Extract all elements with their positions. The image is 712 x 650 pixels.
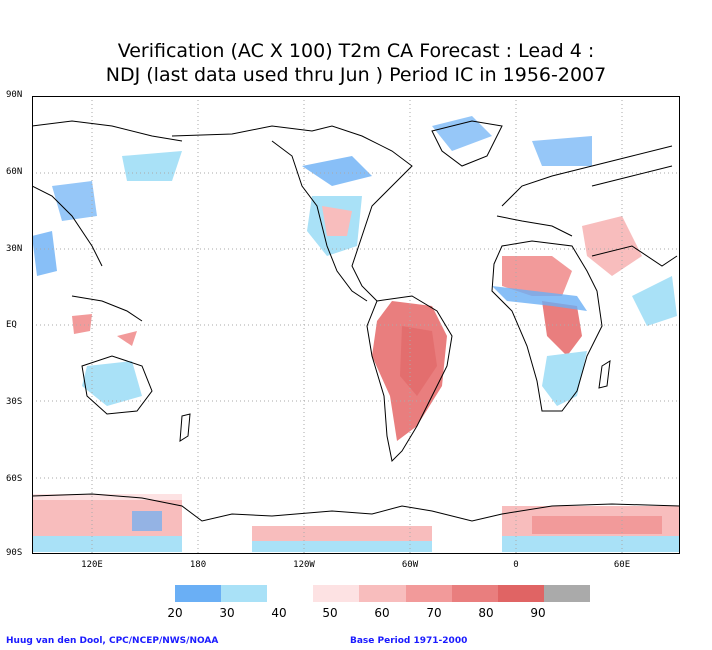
lat-label-90n: 90N xyxy=(6,90,23,100)
colorbar-swatch xyxy=(405,585,452,602)
colorbar-label: 50 xyxy=(322,606,338,620)
colorbar-swatch xyxy=(175,585,222,602)
colorbar-label: 20 xyxy=(167,606,183,620)
colorbar-swatch xyxy=(359,585,406,602)
lon-label-0: 0 xyxy=(513,560,519,570)
world-map xyxy=(32,96,680,554)
colorbar-label: 90 xyxy=(530,606,546,620)
colorbar-swatch xyxy=(221,585,268,602)
lon-label-120w: 120W xyxy=(293,560,315,570)
colorbar-label: 60 xyxy=(374,606,390,620)
lon-label-180: 180 xyxy=(189,560,207,570)
lat-label-eq: EQ xyxy=(6,320,17,330)
lat-label-30s: 30S xyxy=(6,397,23,407)
colorbar-swatch xyxy=(543,585,590,602)
colorbar-swatch xyxy=(451,585,498,602)
colorbar-swatch xyxy=(267,585,314,602)
map-title-line-2: NDJ (last data used thru Jun ) Period IC… xyxy=(105,64,607,86)
colorbar-swatch xyxy=(313,585,360,602)
coastlines xyxy=(32,120,680,522)
lon-label-60w: 60W xyxy=(401,560,419,570)
lon-label-120e: 120E xyxy=(81,560,103,570)
lon-label-60e: 60E xyxy=(613,560,631,570)
map-title-line-1: Verification (AC X 100) T2m CA Forecast … xyxy=(117,40,595,62)
antarctica-shading xyxy=(32,494,680,552)
lat-label-60s: 60S xyxy=(6,474,23,484)
credit-base-period: Base Period 1971-2000 xyxy=(350,636,468,646)
colorbar-label: 80 xyxy=(478,606,494,620)
lat-label-30n: 30N xyxy=(6,244,23,254)
correlation-shading xyxy=(32,116,677,441)
colorbar xyxy=(175,585,590,602)
credit-author: Huug van den Dool, CPC/NCEP/NWS/NOAA xyxy=(6,636,219,646)
colorbar-swatch xyxy=(497,585,544,602)
lat-label-90s: 90S xyxy=(6,548,23,558)
colorbar-label: 30 xyxy=(219,606,235,620)
colorbar-label: 70 xyxy=(426,606,442,620)
graticule xyxy=(32,96,680,554)
lat-label-60n: 60N xyxy=(6,167,23,177)
colorbar-label: 40 xyxy=(271,606,287,620)
